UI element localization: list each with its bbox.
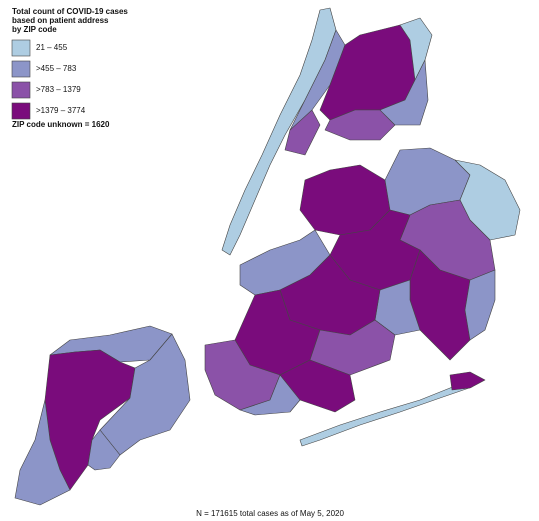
zip-area (14, 399, 71, 506)
legend: 21 – 455 >455 – 783 >783 – 1379 >1379 – 377… (11, 39, 86, 120)
zip-area (449, 371, 486, 391)
zip-area (239, 374, 301, 416)
legend-swatch (11, 102, 31, 120)
zip-area (87, 429, 121, 471)
title-line: by ZIP code (12, 25, 57, 34)
zip-area (379, 59, 429, 126)
legend-label: >783 – 1379 (36, 85, 81, 94)
zip-area (464, 269, 496, 341)
title-line: based on patient address (12, 16, 109, 25)
legend-label: >455 – 783 (36, 64, 77, 73)
legend-swatch (11, 60, 31, 78)
legend-label: >1379 – 3774 (36, 106, 86, 115)
legend-label: 21 – 455 (36, 43, 68, 52)
title-line: Total count of COVID-19 cases (12, 7, 128, 16)
map (14, 7, 521, 506)
footnote: N = 171615 total cases as of May 5, 2020 (196, 509, 344, 518)
zip-area (324, 109, 396, 141)
zip-area (284, 109, 321, 156)
zip-area (454, 159, 521, 241)
legend-swatch (11, 81, 31, 99)
zip-area (99, 333, 191, 456)
title: Total count of COVID-19 cases based on p… (12, 7, 128, 34)
unknown-note: ZIP code unknown = 1620 (12, 120, 110, 129)
legend-swatch (11, 39, 31, 57)
